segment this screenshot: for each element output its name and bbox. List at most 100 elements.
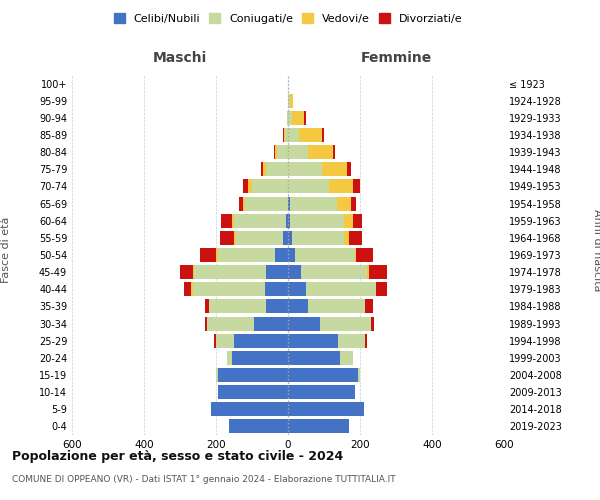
Bar [284,128,285,142]
Bar [308,300,365,314]
Bar [306,282,376,296]
Bar [232,214,234,228]
Bar [288,145,308,159]
Bar [275,145,277,159]
Bar [234,214,286,228]
Bar [248,180,252,194]
Bar [358,368,360,382]
Bar [194,265,266,279]
Bar [290,94,293,108]
Bar [347,162,351,176]
Bar [288,111,292,125]
Bar [333,145,335,159]
Bar [340,351,353,365]
Bar [221,214,232,228]
Bar [220,231,234,245]
Bar [263,162,266,176]
Bar [322,128,324,142]
Bar [371,316,374,330]
Bar [288,282,306,296]
Bar [351,196,356,210]
Bar [234,334,288,347]
Bar [243,180,248,194]
Bar [191,282,193,296]
Bar [245,196,288,210]
Bar [266,265,288,279]
Bar [288,231,292,245]
Bar [236,231,283,245]
Bar [288,351,340,365]
Bar [232,351,288,365]
Bar [216,368,218,382]
Bar [288,94,290,108]
Bar [288,248,295,262]
Bar [365,300,373,314]
Bar [288,402,364,416]
Bar [218,385,288,399]
Bar [254,316,288,330]
Bar [200,248,216,262]
Bar [218,248,275,262]
Bar [308,145,333,159]
Bar [239,196,243,210]
Bar [322,162,347,176]
Bar [227,351,232,365]
Bar [344,214,353,228]
Bar [180,265,193,279]
Bar [216,248,218,262]
Bar [288,196,290,210]
Bar [288,334,338,347]
Bar [275,248,288,262]
Bar [266,162,288,176]
Bar [209,300,266,314]
Bar [288,300,308,314]
Bar [205,316,207,330]
Text: Anni di nascita: Anni di nascita [592,209,600,291]
Bar [295,248,355,262]
Bar [205,300,209,314]
Bar [207,316,254,330]
Bar [369,265,387,279]
Bar [211,402,288,416]
Bar [292,231,344,245]
Bar [299,128,322,142]
Bar [274,145,275,159]
Bar [288,180,329,194]
Bar [193,282,265,296]
Bar [288,316,320,330]
Bar [216,334,234,347]
Bar [288,368,358,382]
Bar [286,214,288,228]
Bar [367,265,369,279]
Bar [344,231,349,245]
Text: COMUNE DI OPPEANO (VR) - Dati ISTAT 1° gennaio 2024 - Elaborazione TUTTITALIA.IT: COMUNE DI OPPEANO (VR) - Dati ISTAT 1° g… [12,475,395,484]
Bar [288,385,355,399]
Bar [355,248,356,262]
Legend: Celibi/Nubili, Coniugati/e, Vedovi/e, Divorziati/e: Celibi/Nubili, Coniugati/e, Vedovi/e, Di… [109,8,467,28]
Bar [214,334,216,347]
Bar [287,111,288,125]
Bar [252,180,288,194]
Bar [337,196,351,210]
Bar [285,128,288,142]
Bar [266,300,288,314]
Bar [288,128,299,142]
Bar [283,231,288,245]
Bar [288,214,290,228]
Bar [320,316,371,330]
Bar [353,180,360,194]
Bar [365,334,367,347]
Bar [288,265,301,279]
Bar [290,214,344,228]
Bar [288,420,349,434]
Text: Maschi: Maschi [153,51,207,65]
Bar [193,265,194,279]
Text: Femmine: Femmine [361,51,431,65]
Bar [329,180,353,194]
Bar [301,265,367,279]
Bar [243,196,245,210]
Bar [290,196,337,210]
Bar [353,214,362,228]
Text: Fasce di età: Fasce di età [1,217,11,283]
Bar [229,420,288,434]
